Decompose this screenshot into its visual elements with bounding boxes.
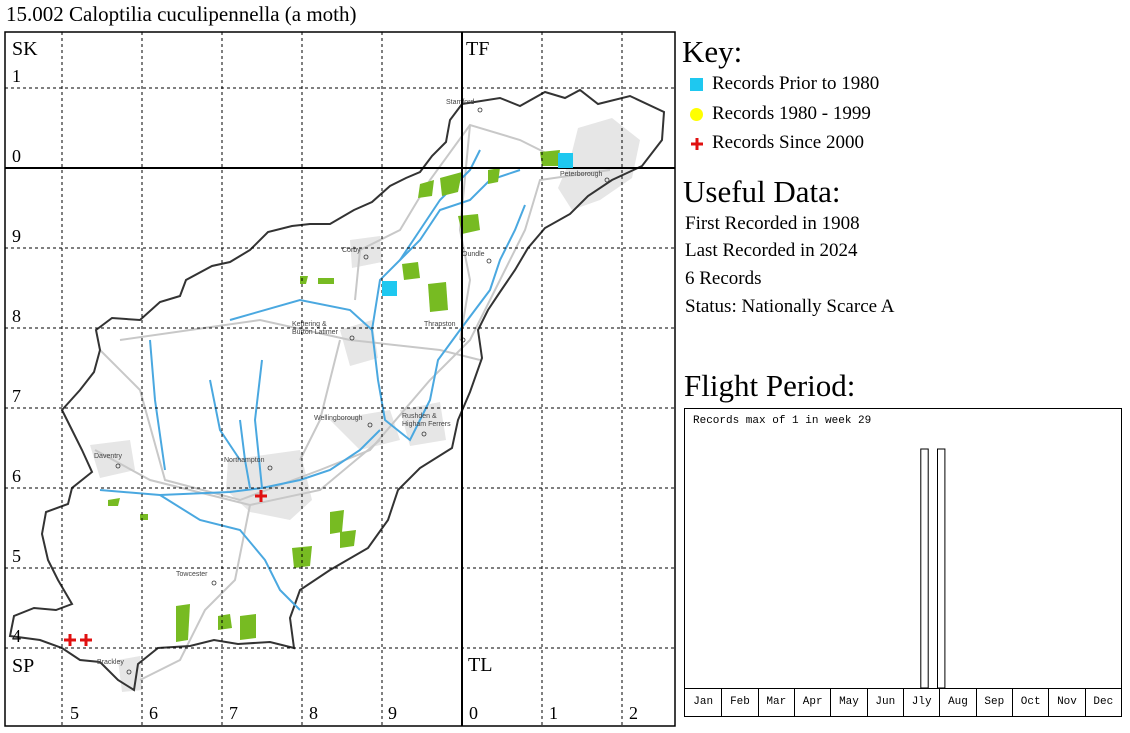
place-thrapston: Thrapston <box>424 321 456 328</box>
left-axis-label: 1 <box>12 66 21 86</box>
bottom-axis-label: 6 <box>149 703 158 723</box>
place-daventry: Daventry <box>94 453 123 460</box>
left-axis-label: 9 <box>12 226 21 246</box>
flight-period-heading: Flight Period: <box>684 368 856 403</box>
place-oundle: Oundle <box>462 251 485 258</box>
month-label-nov: Nov <box>1048 689 1084 716</box>
month-label-may: May <box>830 689 866 716</box>
record-markers <box>64 153 573 646</box>
month-label-jly: Jly <box>903 689 939 716</box>
flight-caption: Records max of 1 in week 29 <box>693 415 872 427</box>
bottom-axis-label: 7 <box>229 703 238 723</box>
left-axis-label: 4 <box>12 626 21 646</box>
key-circle-icon <box>690 108 703 121</box>
place-northampton: Northampton <box>224 457 265 464</box>
place-brackley: Brackley <box>97 659 124 666</box>
month-axis-line <box>685 688 1121 689</box>
month-label-jan: Jan <box>693 696 714 708</box>
key-cross-icon <box>691 138 703 150</box>
left-axis-label: 6 <box>12 466 21 486</box>
left-axis-label: 7 <box>12 386 21 406</box>
square-label-tl: TL <box>468 654 492 676</box>
left-axis-label: 0 <box>12 146 21 166</box>
place-peterborough: Peterborough <box>560 171 603 178</box>
town-markers <box>115 107 610 675</box>
roads <box>94 123 611 681</box>
square-label-sp: SP <box>12 655 34 677</box>
month-label-aug: Aug <box>939 689 975 716</box>
key-label-1980-1999: Records 1980 - 1999 <box>712 103 871 124</box>
month-label-mar: Mar <box>757 689 794 716</box>
key-square-icon <box>690 78 703 91</box>
flight-bars <box>920 448 946 689</box>
record-prior-1980-marker <box>558 153 573 168</box>
key-label-since-2000: Records Since 2000 <box>712 132 864 153</box>
first-recorded: First Recorded in 1908 <box>685 213 860 234</box>
key-label-prior-1980: Records Prior to 1980 <box>712 73 880 94</box>
status: Status: Nationally Scarce A <box>685 296 895 317</box>
bottom-axis-label: 5 <box>70 703 79 723</box>
record-since-2000-marker <box>64 634 76 646</box>
records-count: 6 Records <box>685 268 762 289</box>
left-axis-label: 8 <box>12 306 21 326</box>
distribution-map: Stamford Peterborough Corby Oundle Kette… <box>4 31 676 727</box>
record-since-2000-marker <box>255 490 267 502</box>
place-wellingborough: Wellingborough <box>314 415 363 422</box>
place-names: Stamford Peterborough Corby Oundle Kette… <box>94 99 603 666</box>
record-prior-1980-marker <box>382 281 397 296</box>
record-since-2000-marker <box>80 634 92 646</box>
flight-bar-week-31 <box>937 448 946 689</box>
bottom-axis-label: 1 <box>549 703 558 723</box>
place-towcester: Towcester <box>176 571 208 578</box>
county-border <box>8 88 666 692</box>
flight-bar-week-29 <box>920 448 929 689</box>
bottom-axis-label: 8 <box>309 703 318 723</box>
place-kettering: Kettering & Burton Latimer <box>292 321 339 336</box>
month-label-oct: Oct <box>1012 689 1048 716</box>
useful-data-heading: Useful Data: <box>683 174 841 209</box>
flight-period-chart: Records max of 1 in week 29 Jan Feb Mar Apr… <box>684 408 1122 717</box>
square-label-tf: TF <box>466 38 489 60</box>
month-label-feb: Feb <box>721 689 757 716</box>
month-label-apr: Apr <box>794 689 830 716</box>
bottom-axis-label: 2 <box>629 703 638 723</box>
map-frame <box>4 31 676 727</box>
woodland-patches <box>108 150 560 642</box>
km-grid-lines <box>5 32 675 726</box>
left-axis-label: 5 <box>12 546 21 566</box>
last-recorded: Last Recorded in 2024 <box>685 240 858 261</box>
square-label-sk: SK <box>12 38 38 60</box>
bottom-axis-label: 9 <box>388 703 397 723</box>
month-label-dec: Dec <box>1084 689 1121 716</box>
month-row: Jan Feb Mar Apr May Jun Jly Aug Sep Oct Nov Dec <box>685 689 1121 716</box>
bottom-axis-label: 0 <box>469 703 478 723</box>
month-label-jun: Jun <box>866 689 903 716</box>
place-rushden: Rushden & Higham Ferrers <box>402 413 451 428</box>
place-corby: Corby <box>342 247 361 254</box>
page-title: 15.002 Caloptilia cuculipennella (a moth… <box>6 2 357 26</box>
key-heading: Key: <box>682 34 743 69</box>
place-stamford: Stamford <box>446 99 475 106</box>
month-label-sep: Sep <box>975 689 1012 716</box>
